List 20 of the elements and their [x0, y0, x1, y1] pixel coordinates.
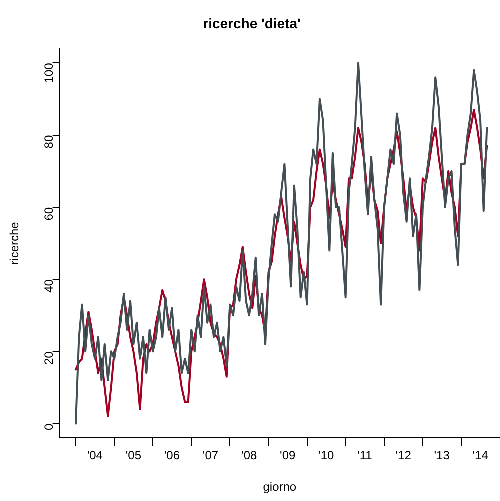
y-tick-label: 80 — [42, 135, 56, 149]
x-tick-label: '08 — [242, 448, 258, 463]
x-tick-label: '05 — [126, 448, 142, 463]
y-tick-label: 100 — [42, 62, 56, 84]
x-tick-label: '13 — [434, 448, 450, 463]
x-tick-label: '09 — [280, 448, 296, 463]
x-tick-label: '12 — [396, 448, 412, 463]
x-axis-title: giorno — [263, 480, 297, 494]
x-tick-label: '04 — [87, 448, 104, 463]
y-tick-label: 0 — [42, 423, 56, 430]
x-tick-label: '06 — [164, 448, 180, 463]
x-tick-label: '07 — [202, 448, 219, 463]
x-tick-label: '14 — [472, 448, 489, 463]
y-axis-title: ricerche — [8, 222, 22, 265]
chart-title: ricerche 'dieta' — [203, 15, 301, 32]
y-tick-label: 40 — [42, 279, 56, 293]
x-tick-label: '11 — [358, 448, 373, 463]
x-tick-label: '10 — [318, 448, 335, 463]
y-tick-label: 20 — [42, 351, 56, 366]
y-tick-label: 60 — [42, 207, 56, 221]
